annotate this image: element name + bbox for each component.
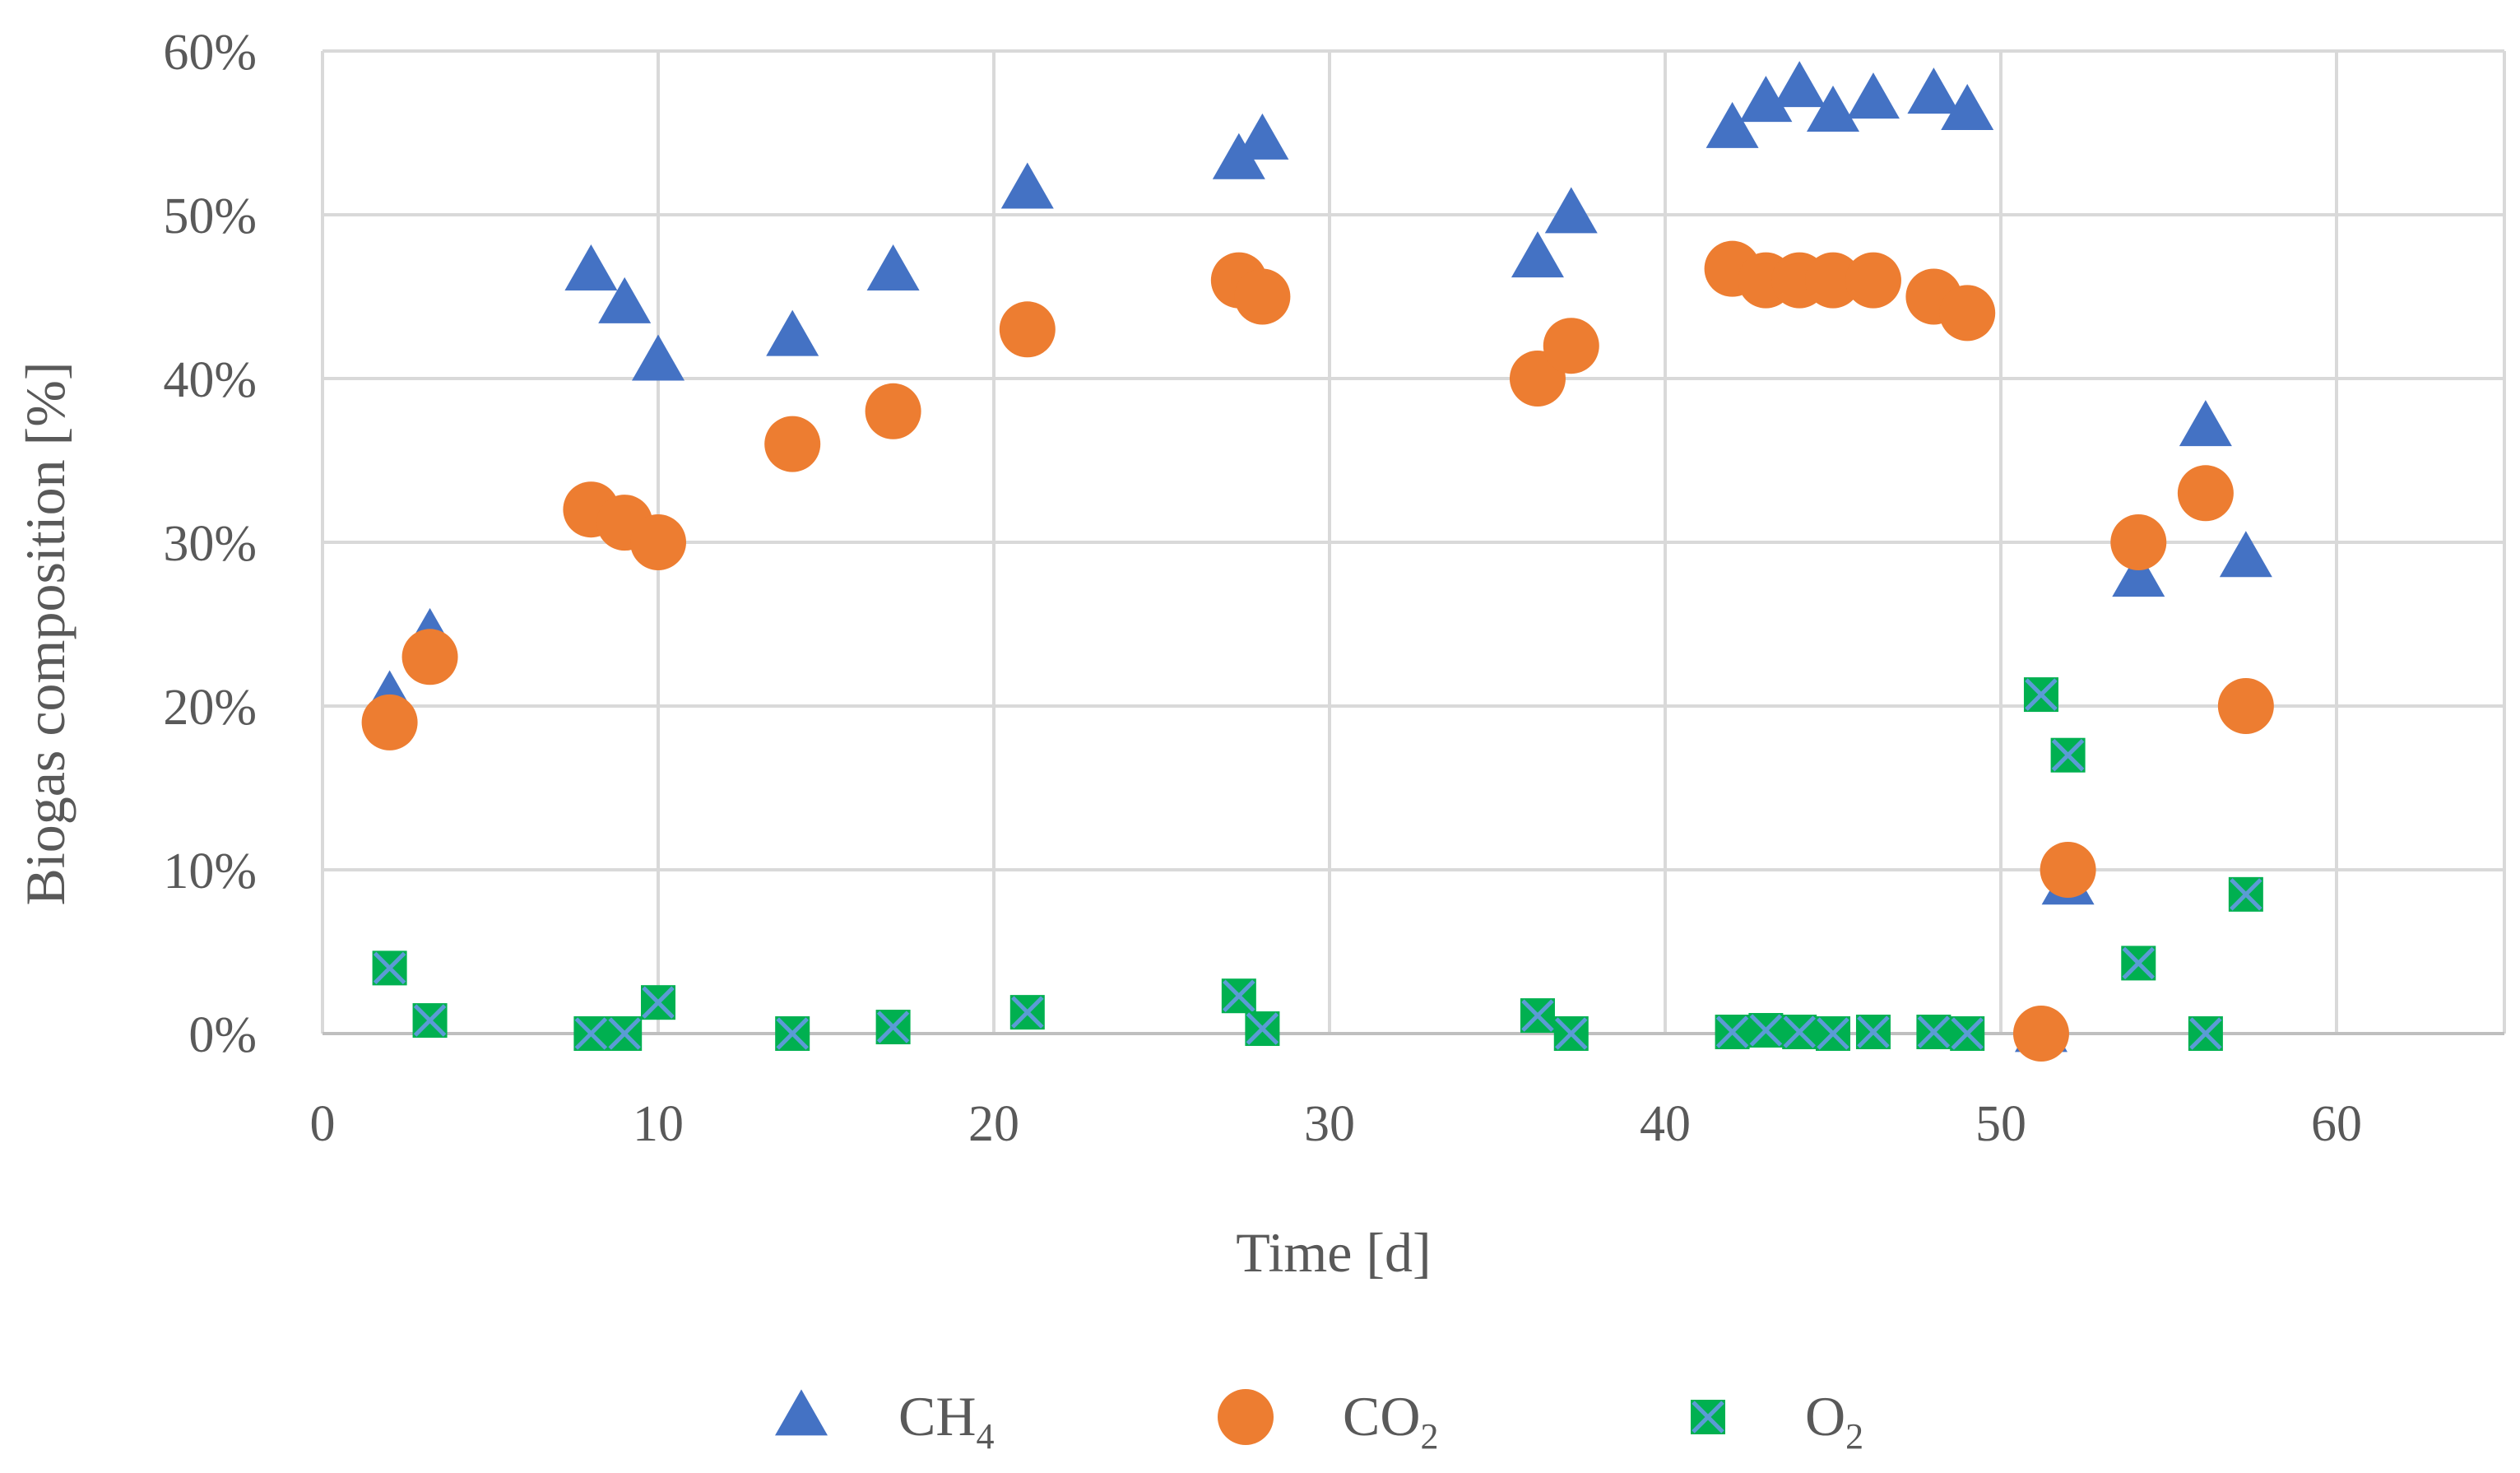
o2-point: [1816, 1016, 1850, 1051]
o2-point: [607, 1016, 643, 1051]
y-tick-label: 60%: [163, 25, 257, 81]
co2-point: [1845, 252, 1901, 309]
o2-point: [775, 1016, 810, 1051]
ch4-point: [2179, 400, 2232, 447]
co2-point: [361, 694, 418, 750]
ch4-point: [1000, 162, 1054, 209]
o2-point: [372, 950, 407, 986]
co2-point: [2110, 514, 2167, 570]
ch4-point: [1807, 86, 1859, 132]
ch4-point: [1706, 101, 1759, 148]
o2-point: [1855, 1015, 1891, 1050]
co2-point: [630, 514, 686, 570]
y-tick-label: 40%: [163, 352, 257, 408]
y-tick-labels: 0% 10% 20% 30% 40% 50% 60%: [163, 25, 257, 1063]
legend-marker-o2: [1691, 1400, 1725, 1434]
x-tick-label: 60: [2311, 1096, 2362, 1152]
co2-point: [1939, 285, 1996, 342]
x-tick-label: 20: [968, 1096, 1019, 1152]
x-tick-label: 0: [310, 1096, 336, 1152]
y-tick-label: 50%: [163, 188, 257, 244]
o2-point: [2121, 946, 2156, 981]
x-axis-title: Time [d]: [1236, 1221, 1431, 1284]
legend-entry-co2: CO2: [1218, 1385, 1438, 1457]
co2-point: [865, 383, 921, 439]
legend-label-o2: O2: [1805, 1385, 1863, 1457]
ch4-point: [1846, 72, 1900, 119]
co2-point: [2177, 465, 2234, 522]
co2-point: [1805, 252, 1861, 309]
o2-point: [1715, 1015, 1750, 1050]
ch4-point: [1773, 61, 1826, 108]
o2-point: [1748, 1013, 1784, 1048]
ch4-point: [866, 244, 920, 291]
o2-point: [2023, 677, 2058, 713]
o2-point: [1520, 998, 1555, 1034]
legend-marker-co2: [1218, 1389, 1274, 1445]
o2-point: [573, 1016, 609, 1051]
legend-label-co2: CO2: [1343, 1385, 1438, 1457]
o2-point: [1009, 995, 1045, 1030]
co2-point: [1543, 318, 1599, 374]
ch4-point: [1511, 231, 1564, 278]
series-ch4: [363, 61, 2272, 1052]
ch4-point: [2219, 531, 2272, 578]
o2-point: [1782, 1015, 1817, 1050]
data-series: [361, 61, 2274, 1062]
o2-point: [1950, 1016, 1985, 1051]
x-tick-labels: 0 10 20 30 40 50 60: [310, 1096, 2363, 1152]
o2-point: [2228, 876, 2263, 912]
y-tick-label: 20%: [163, 680, 257, 736]
y-tick-label: 0%: [188, 1007, 257, 1063]
x-tick-label: 40: [1640, 1096, 1691, 1152]
ch4-point: [1544, 187, 1598, 234]
ch4-point: [1236, 113, 1289, 160]
o2-point: [1916, 1015, 1951, 1050]
ch4-point: [1907, 67, 1961, 114]
legend-marker-ch4: [775, 1389, 828, 1436]
y-tick-label: 10%: [163, 843, 257, 899]
ch4-point: [1941, 84, 1994, 131]
series-co2: [361, 240, 2274, 1062]
y-tick-label: 30%: [163, 516, 257, 572]
co2-point: [2012, 1006, 2069, 1062]
o2-point: [1245, 1011, 1280, 1047]
legend: CH4 CO2 O2: [775, 1385, 1863, 1457]
co2-point: [999, 301, 1056, 358]
series-o2: [372, 677, 2263, 1051]
ch4-point: [598, 276, 652, 323]
x-tick-label: 50: [1975, 1096, 2026, 1152]
o2-point: [2188, 1016, 2223, 1051]
ch4-point: [564, 244, 618, 291]
x-tick-label: 30: [1304, 1096, 1355, 1152]
o2-point: [1221, 978, 1256, 1014]
legend-label-ch4: CH4: [898, 1385, 994, 1457]
ch4-point: [1739, 76, 1793, 123]
o2-point: [1553, 1016, 1589, 1051]
co2-point: [2217, 678, 2274, 734]
axes: [321, 51, 2504, 1035]
co2-point: [401, 629, 458, 685]
ch4-point: [766, 309, 819, 356]
ch4-point: [632, 334, 685, 381]
co2-point: [764, 416, 821, 472]
ch4-point: [2112, 551, 2165, 597]
o2-point: [641, 985, 675, 1020]
o2-point: [412, 1003, 448, 1039]
o2-point: [2050, 737, 2086, 773]
co2-point: [1234, 268, 1291, 325]
co2-point: [2040, 842, 2096, 898]
y-axis-title: Biogas composition [%]: [14, 361, 77, 905]
legend-entry-ch4: CH4: [775, 1385, 994, 1457]
o2-point: [875, 1010, 911, 1045]
legend-entry-o2: O2: [1691, 1385, 1863, 1457]
x-tick-label: 10: [633, 1096, 684, 1152]
